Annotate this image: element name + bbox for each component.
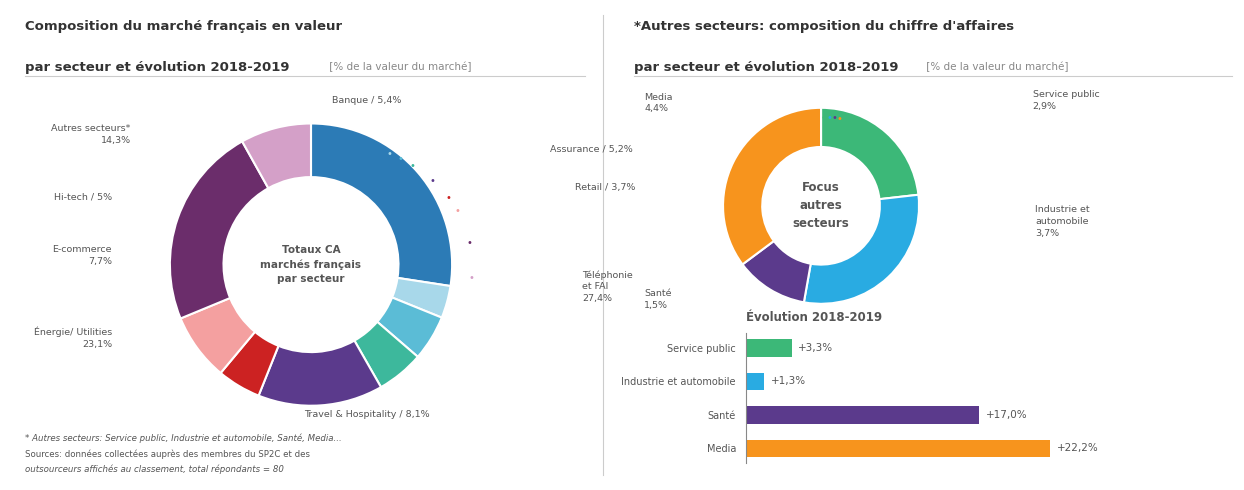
Text: •: • — [836, 114, 842, 124]
Text: Énergie/ Utilities
23,1%: Énergie/ Utilities 23,1% — [34, 327, 112, 349]
Text: +3,3%: +3,3% — [799, 343, 833, 353]
Text: [% de la valeur du marché]: [% de la valeur du marché] — [326, 61, 471, 72]
Text: Autres secteurs*
14,3%: Autres secteurs* 14,3% — [51, 124, 131, 145]
Wedge shape — [259, 341, 381, 406]
Text: •: • — [346, 136, 352, 146]
Text: *Autres secteurs: composition du chiffre d'affaires: *Autres secteurs: composition du chiffre… — [634, 20, 1015, 33]
Text: Évolution 2018-2019: Évolution 2018-2019 — [746, 311, 882, 324]
Wedge shape — [243, 123, 311, 188]
Text: •: • — [429, 176, 435, 186]
Wedge shape — [220, 332, 279, 395]
Text: par secteur et évolution 2018-2019: par secteur et évolution 2018-2019 — [25, 61, 290, 74]
Text: •: • — [409, 161, 415, 171]
Text: * Autres secteurs: Service public, Industrie et automobile, Santé, Media...: * Autres secteurs: Service public, Indus… — [25, 434, 342, 443]
Text: •: • — [387, 149, 393, 159]
Bar — [746, 372, 764, 390]
Text: Hi-tech / 5%: Hi-tech / 5% — [53, 193, 112, 201]
Wedge shape — [377, 297, 442, 357]
Text: Service public
2,9%: Service public 2,9% — [1033, 90, 1100, 111]
Wedge shape — [723, 108, 821, 265]
Wedge shape — [180, 298, 255, 373]
Bar — [746, 406, 979, 424]
Text: +22,2%: +22,2% — [1057, 443, 1098, 453]
Text: Retail / 3,7%: Retail / 3,7% — [575, 183, 636, 192]
Wedge shape — [392, 278, 450, 318]
Text: Focus
autres
secteurs: Focus autres secteurs — [792, 181, 850, 230]
Text: •: • — [469, 272, 474, 283]
Text: Industrie et
automobile
3,7%: Industrie et automobile 3,7% — [1035, 205, 1090, 238]
Wedge shape — [311, 123, 452, 286]
Text: •: • — [826, 113, 832, 123]
Wedge shape — [170, 142, 269, 318]
Text: •: • — [821, 113, 826, 122]
Text: Travel & Hospitality / 8,1%: Travel & Hospitality / 8,1% — [305, 410, 429, 418]
Bar — [746, 440, 1050, 457]
Text: +1,3%: +1,3% — [771, 376, 806, 386]
Text: outsourceurs affichés au classement, total répondants = 80: outsourceurs affichés au classement, tot… — [25, 465, 284, 474]
Text: Banque / 5,4%: Banque / 5,4% — [332, 96, 402, 105]
Bar — [746, 339, 791, 357]
Wedge shape — [743, 241, 811, 302]
Text: Media
4,4%: Media 4,4% — [644, 93, 673, 113]
Text: par secteur et évolution 2018-2019: par secteur et évolution 2018-2019 — [634, 61, 899, 74]
Wedge shape — [355, 322, 418, 387]
Text: •: • — [454, 206, 460, 216]
Text: +17,0%: +17,0% — [985, 410, 1028, 420]
Text: •: • — [445, 193, 452, 203]
Wedge shape — [821, 108, 918, 199]
Text: Totaux CA
marchés français
par secteur: Totaux CA marchés français par secteur — [260, 245, 362, 284]
Text: E-commerce
7,7%: E-commerce 7,7% — [52, 245, 112, 266]
Text: •: • — [466, 238, 473, 248]
Text: [% de la valeur du marché]: [% de la valeur du marché] — [923, 61, 1069, 72]
Text: Santé
1,5%: Santé 1,5% — [644, 290, 672, 310]
Text: Téléphonie
et FAI
27,4%: Téléphonie et FAI 27,4% — [582, 270, 633, 303]
Text: Sources: données collectées auprès des membres du SP2C et des: Sources: données collectées auprès des m… — [25, 450, 310, 459]
Wedge shape — [804, 195, 919, 304]
Text: •: • — [398, 154, 403, 164]
Text: Composition du marché français en valeur: Composition du marché français en valeur — [25, 20, 342, 33]
Text: Assurance / 5,2%: Assurance / 5,2% — [550, 145, 633, 154]
Text: •: • — [831, 113, 837, 123]
